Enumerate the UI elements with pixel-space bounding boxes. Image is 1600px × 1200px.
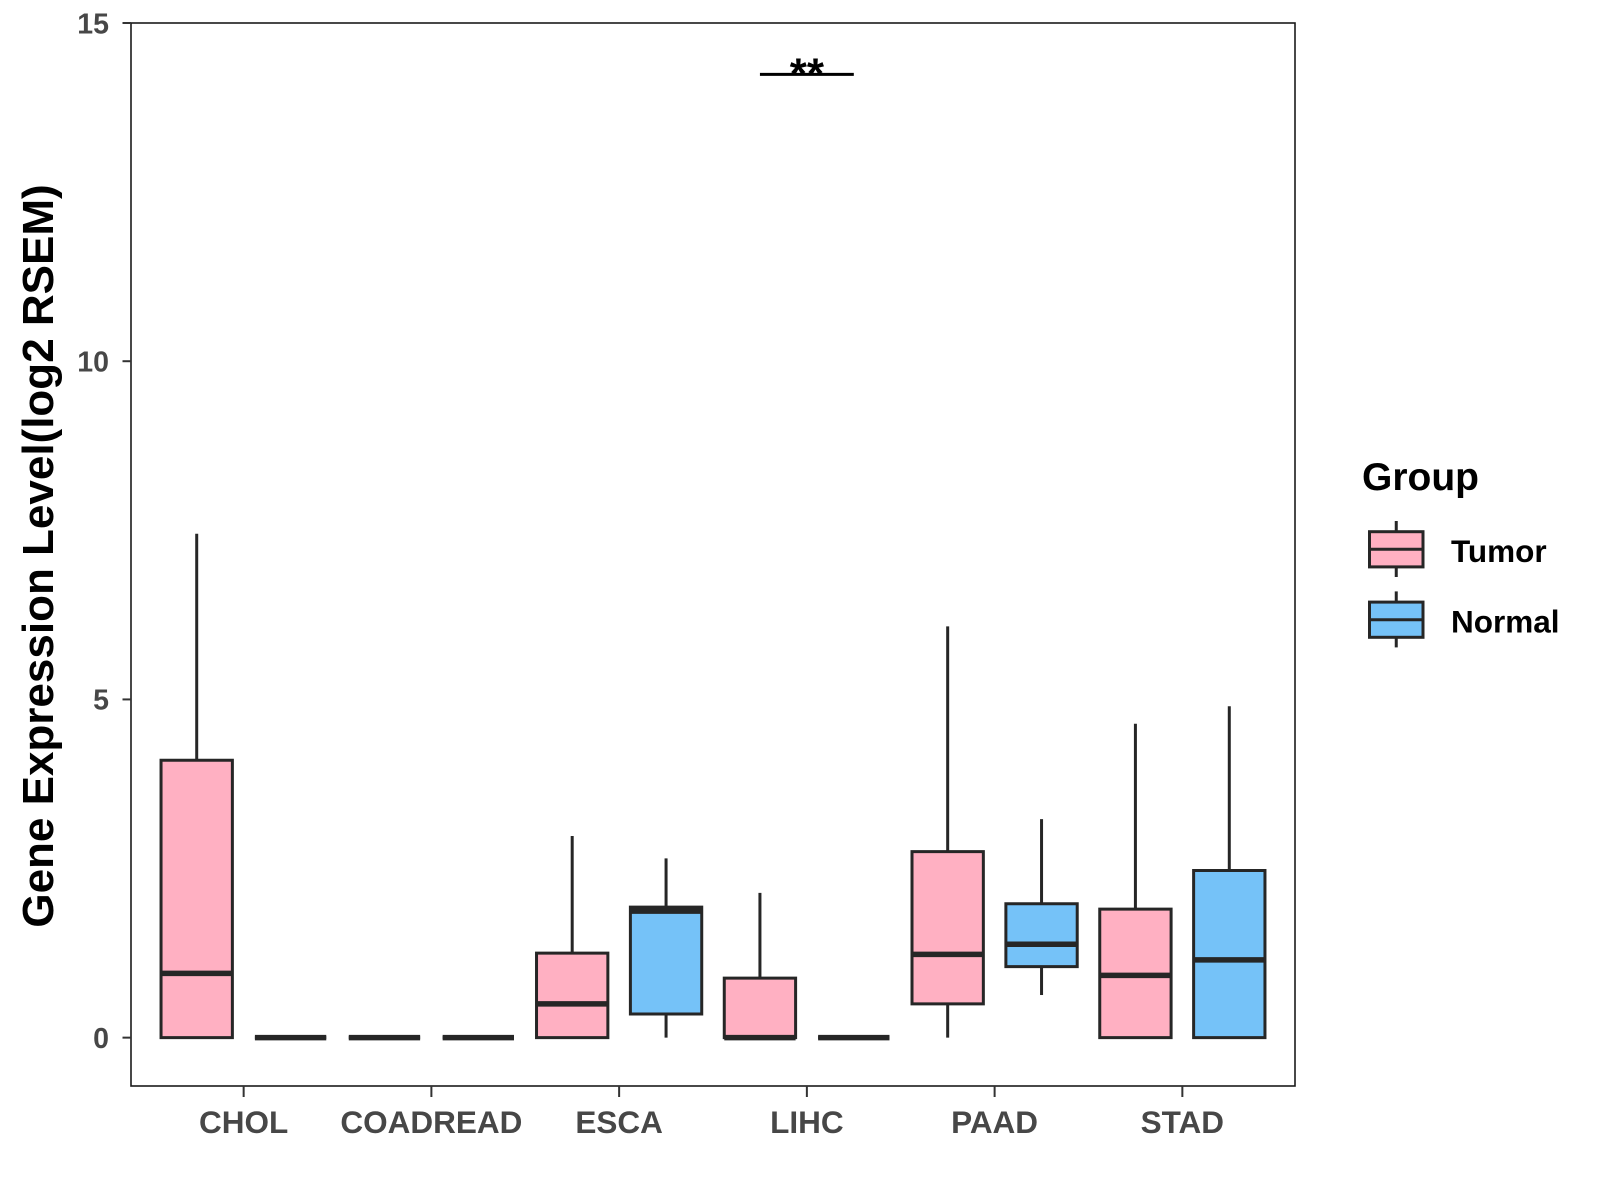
y-tick-label-0: 0 (93, 1023, 109, 1055)
y-tick-label-5: 5 (93, 685, 109, 717)
box-marks (159, 533, 1267, 1041)
box-body-esca-normal (628, 905, 704, 1016)
legend-items: Tumor Normal (1368, 521, 1560, 648)
x-tick-label-coadread: COADREAD (340, 1104, 522, 1140)
significance-annotations: ** (759, 49, 854, 98)
significance-label-lihc: ** (790, 49, 825, 98)
x-tick-label-esca: ESCA (575, 1104, 663, 1140)
box-esca-tumor (535, 836, 610, 1040)
y-axis-title: Gene Expression Level(log2 RSEM) (14, 184, 63, 927)
box-chol-tumor (159, 533, 234, 1040)
y-tick-label-15: 15 (77, 8, 109, 40)
x-tick-label-lihc: LIHC (770, 1104, 844, 1140)
box-lihc-tumor (722, 892, 798, 1041)
x-tick-label-paad: PAAD (951, 1104, 1038, 1140)
box-body-lihc-tumor (722, 976, 798, 1040)
box-body-paad-normal (1004, 902, 1079, 969)
legend-item-normal: Normal (1368, 591, 1560, 648)
box-esca-normal (628, 858, 704, 1038)
x-tick-label-chol: CHOL (199, 1104, 288, 1140)
x-tick-label-stad: STAD (1141, 1104, 1224, 1140)
legend: Group Tumor Normal (1362, 456, 1560, 648)
box-body-esca-tumor (535, 951, 610, 1040)
box-stad-normal (1192, 706, 1267, 1040)
legend-label-tumor: Tumor (1451, 533, 1547, 569)
legend-label-normal: Normal (1451, 603, 1560, 639)
box-stad-tumor (1098, 723, 1173, 1040)
y-axis: 0 5 10 15 (77, 8, 131, 1055)
y-tick-label-10: 10 (77, 347, 109, 379)
box-paad-tumor (910, 626, 985, 1038)
box-body-paad-tumor (910, 850, 985, 1006)
legend-title: Group (1362, 456, 1479, 499)
box-body-chol-tumor (159, 758, 234, 1040)
x-axis: CHOL COADREAD ESCA LIHC PAAD STAD (199, 1086, 1224, 1140)
box-paad-normal (1004, 819, 1079, 996)
box-body-stad-normal (1192, 869, 1267, 1040)
legend-item-tumor: Tumor (1368, 521, 1547, 577)
